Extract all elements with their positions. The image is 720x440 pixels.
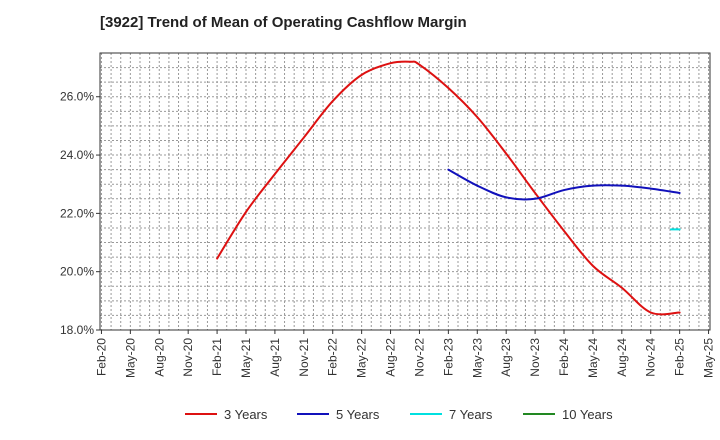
x-tick-label: May-20 (123, 338, 137, 378)
y-tick-label: 26.0% (60, 90, 94, 104)
legend-label-10-years: 10 Years (562, 407, 613, 422)
x-tick-label: Nov-20 (181, 338, 195, 377)
x-tick-label: Nov-24 (644, 338, 658, 377)
x-tick-label: Feb-21 (210, 338, 224, 376)
x-tick-label: Aug-20 (152, 338, 166, 377)
x-tick-label: Aug-23 (499, 338, 513, 377)
x-tick-label: May-24 (586, 338, 600, 378)
x-tick-label: May-23 (470, 338, 484, 378)
legend-label-7-years: 7 Years (449, 407, 493, 422)
series-line-3-years (216, 60, 681, 316)
x-tick-label: Nov-22 (412, 338, 426, 377)
x-tick-label: Feb-22 (326, 338, 340, 376)
x-tick-label: Feb-24 (557, 338, 571, 376)
x-tick-label: May-22 (355, 338, 369, 378)
x-tick-label: Feb-20 (94, 338, 108, 376)
y-tick-label: 20.0% (60, 265, 94, 279)
chart-title: [3922] Trend of Mean of Operating Cashfl… (100, 14, 467, 31)
series-line-5-years (447, 168, 681, 201)
x-tick-label: Aug-24 (615, 338, 629, 377)
x-tick-label: Feb-23 (441, 338, 455, 376)
legend-label-3-years: 3 Years (224, 407, 268, 422)
y-tick-label: 18.0% (60, 323, 94, 337)
legend-label-5-years: 5 Years (336, 407, 380, 422)
x-tick-label: Nov-23 (528, 338, 542, 377)
x-tick-label: Feb-25 (673, 338, 687, 376)
x-tick-label: May-25 (702, 338, 716, 378)
plot-border (99, 52, 711, 331)
plot-area (100, 53, 710, 330)
x-tick-label: Aug-21 (268, 338, 282, 377)
x-tick-label: May-21 (239, 338, 253, 378)
x-tick-label: Aug-22 (384, 338, 398, 377)
x-tick-label: Nov-21 (297, 338, 311, 377)
y-tick-label: 22.0% (60, 206, 94, 220)
y-tick-label: 24.0% (60, 148, 94, 162)
